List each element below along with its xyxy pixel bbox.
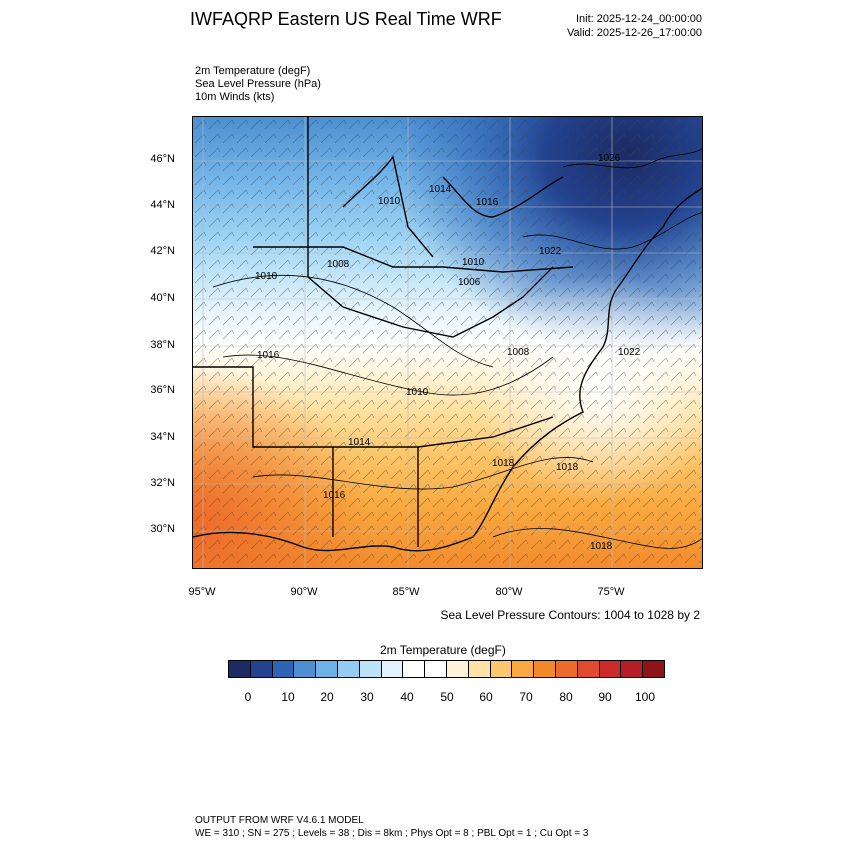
lat-label: 42°N xyxy=(150,245,175,257)
field-label-pressure: Sea Level Pressure (hPa) xyxy=(195,78,321,90)
colorbar-label: 50 xyxy=(440,690,454,704)
colorbar-cell xyxy=(359,661,382,677)
field-label-winds: 10m Winds (kts) xyxy=(195,91,275,103)
footer-model: OUTPUT FROM WRF V4.6.1 MODEL xyxy=(195,815,364,826)
lon-label: 90°W xyxy=(290,586,318,598)
colorbar-label: 30 xyxy=(360,690,374,704)
colorbar-label: 100 xyxy=(634,690,656,704)
contour-note: Sea Level Pressure Contours: 1004 to 102… xyxy=(440,608,701,622)
colorbar-label: 10 xyxy=(281,690,295,704)
pressure-label: 1026 xyxy=(598,153,621,164)
colorbar-cell xyxy=(316,661,338,677)
map-graphic xyxy=(193,117,702,568)
footer-config: WE = 310 ; SN = 275 ; Levels = 38 ; Dis … xyxy=(195,828,589,839)
pressure-label: 1016 xyxy=(257,350,280,361)
pressure-label: 1006 xyxy=(458,277,481,288)
colorbar-label: 0 xyxy=(244,690,252,704)
lat-label: 46°N xyxy=(150,153,175,165)
colorbar-cell xyxy=(446,661,469,677)
pressure-label: 1010 xyxy=(406,387,429,398)
lat-label: 34°N xyxy=(150,431,175,443)
lat-label: 40°N xyxy=(150,292,175,304)
pressure-label: 1018 xyxy=(590,541,613,552)
pressure-label: 1018 xyxy=(492,458,515,469)
colorbar-cell xyxy=(468,661,491,677)
pressure-label: 1022 xyxy=(539,246,562,257)
field-label-temperature: 2m Temperature (degF) xyxy=(195,65,311,77)
weather-map: 1026 1014 1016 1010 1008 1010 1006 1022 … xyxy=(192,116,703,569)
lon-label: 85°W xyxy=(392,586,420,598)
lon-label: 95°W xyxy=(188,586,216,598)
colorbar-label: 60 xyxy=(479,690,493,704)
init-time: Init: 2025-12-24_00:00:00 xyxy=(576,13,702,25)
pressure-label: 1010 xyxy=(378,196,401,207)
colorbar-label: 90 xyxy=(598,690,612,704)
colorbar-cell xyxy=(534,661,556,677)
colorbar-cell xyxy=(643,661,664,677)
colorbar-cell xyxy=(403,661,426,677)
lat-label: 30°N xyxy=(150,523,175,535)
colorbar-label: 70 xyxy=(519,690,533,704)
colorbar xyxy=(228,660,665,678)
plot-title: IWFAQRP Eastern US Real Time WRF xyxy=(190,9,502,29)
valid-time: Valid: 2025-12-26_17:00:00 xyxy=(567,27,702,39)
colorbar-cell xyxy=(490,661,513,677)
pressure-label: 1010 xyxy=(462,257,485,268)
colorbar-title: 2m Temperature (degF) xyxy=(380,643,506,657)
coastline xyxy=(193,117,702,552)
colorbar-cell xyxy=(294,661,317,677)
colorbar-label: 80 xyxy=(559,690,573,704)
colorbar-label: 40 xyxy=(400,690,414,704)
colorbar-cell xyxy=(577,661,600,677)
colorbar-cell xyxy=(425,661,447,677)
colorbar-cell xyxy=(555,661,578,677)
lat-label: 44°N xyxy=(150,199,175,211)
pressure-label: 1016 xyxy=(476,197,499,208)
pressure-label: 1018 xyxy=(556,462,579,473)
lon-label: 75°W xyxy=(597,586,625,598)
lat-label: 36°N xyxy=(150,384,175,396)
lat-label: 38°N xyxy=(150,339,175,351)
colorbar-cell xyxy=(621,661,644,677)
pressure-label: 1016 xyxy=(323,490,346,501)
colorbar-cell xyxy=(381,661,404,677)
lon-label: 80°W xyxy=(495,586,523,598)
pressure-label: 1022 xyxy=(618,347,641,358)
colorbar-cell xyxy=(337,661,360,677)
pressure-label: 1014 xyxy=(348,437,371,448)
colorbar-label: 20 xyxy=(320,690,334,704)
pressure-label: 1010 xyxy=(255,271,278,282)
colorbar-cell xyxy=(512,661,535,677)
lat-label: 32°N xyxy=(150,477,175,489)
colorbar-cell xyxy=(272,661,295,677)
pressure-label: 1014 xyxy=(429,184,452,195)
colorbar-cell xyxy=(599,661,622,677)
pressure-label: 1008 xyxy=(507,347,530,358)
colorbar-cell xyxy=(250,661,273,677)
pressure-label: 1008 xyxy=(327,259,350,270)
colorbar-cell xyxy=(229,661,251,677)
